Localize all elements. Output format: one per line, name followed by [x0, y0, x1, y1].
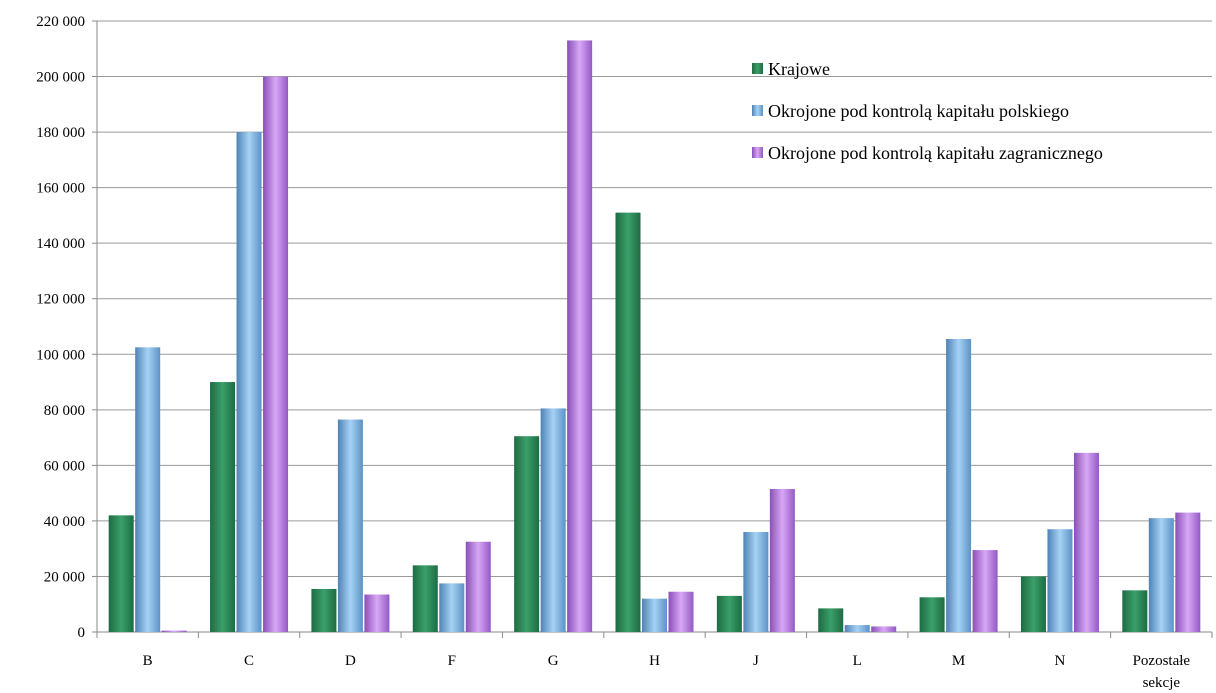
bar-b-series-3 — [161, 630, 187, 632]
bar-b-series-1 — [108, 515, 134, 632]
bar-pozostałe-sekcje-series-2 — [1148, 518, 1174, 632]
x-tick-label: C — [244, 653, 254, 669]
x-tick-label: D — [345, 653, 356, 669]
bar-j-series-1 — [716, 595, 742, 632]
x-tick-label: H — [649, 653, 660, 669]
bar-d-series-1 — [311, 588, 337, 632]
x-axis-ticks: B C D F G H J L M N Pozostałe sekcje — [143, 653, 1191, 691]
x-tick-label: J — [753, 653, 759, 669]
bar-l-series-3 — [871, 626, 897, 632]
y-tick-label: 20 000 — [44, 569, 85, 585]
bar-pozostałe-sekcje-series-1 — [1122, 590, 1148, 632]
legend-swatch — [752, 105, 763, 116]
bar-f-series-1 — [412, 565, 438, 632]
y-tick-label: 200 000 — [36, 70, 85, 86]
x-tick-label: F — [448, 653, 456, 669]
bar-pozostałe-sekcje-series-3 — [1175, 512, 1201, 632]
y-tick-label: 180 000 — [36, 125, 85, 141]
y-tick-label: 40 000 — [44, 514, 85, 530]
x-tick-label: N — [1055, 653, 1066, 669]
bar-g-series-3 — [567, 40, 593, 632]
bar-l-series-2 — [844, 625, 870, 632]
bar-h-series-3 — [668, 591, 694, 632]
bar-d-series-3 — [364, 594, 390, 632]
y-tick-label: 140 000 — [36, 236, 85, 252]
bar-b-series-2 — [135, 347, 161, 632]
y-tick-label: 120 000 — [36, 292, 85, 308]
bar-h-series-2 — [642, 598, 667, 632]
bar-n-series-3 — [1073, 452, 1099, 632]
y-tick-label: 160 000 — [36, 181, 85, 197]
bars — [108, 40, 1201, 632]
y-tick-label: 80 000 — [44, 403, 85, 419]
bar-f-series-3 — [465, 541, 491, 632]
y-tick-label: 100 000 — [36, 347, 85, 363]
y-tick-label: 220 000 — [36, 14, 85, 30]
x-tick-label: Pozostałe sekcje — [1133, 653, 1191, 691]
bar-c-series-1 — [210, 382, 236, 632]
bar-g-series-2 — [540, 408, 566, 632]
legend-label: Krajowe — [768, 59, 830, 79]
y-axis-ticks: 0 20 000 40 000 60 000 80 000 100 000 120 000 1… — [36, 14, 85, 641]
bar-l-series-1 — [818, 608, 844, 632]
bar-f-series-2 — [439, 583, 465, 632]
legend: Krajowe Okrojone pod kontrolą kapitału po… — [752, 59, 1103, 163]
bar-m-series-2 — [946, 338, 972, 632]
bar-j-series-2 — [743, 532, 769, 632]
bar-c-series-3 — [263, 76, 289, 632]
bar-c-series-2 — [236, 132, 262, 632]
legend-label: Okrojone pod kontrolą kapitału zagranicz… — [768, 143, 1103, 163]
x-tick-label: B — [143, 653, 153, 669]
bar-n-series-2 — [1047, 529, 1073, 632]
bar-m-series-1 — [919, 597, 945, 632]
x-tick-label: M — [952, 653, 965, 669]
bar-n-series-1 — [1020, 576, 1046, 632]
legend-swatch — [752, 63, 763, 74]
bar-h-series-1 — [615, 212, 641, 632]
bar-d-series-2 — [337, 419, 363, 632]
x-tick-label: G — [548, 653, 559, 669]
y-tick-label: 0 — [78, 625, 86, 641]
bar-j-series-3 — [769, 488, 795, 632]
bar-m-series-3 — [972, 550, 998, 632]
legend-label: Okrojone pod kontrolą kapitału polskiego — [768, 101, 1069, 121]
legend-swatch — [752, 147, 763, 158]
bar-g-series-1 — [514, 436, 540, 632]
y-tick-label: 60 000 — [44, 458, 85, 474]
x-tick-label: L — [853, 653, 862, 669]
